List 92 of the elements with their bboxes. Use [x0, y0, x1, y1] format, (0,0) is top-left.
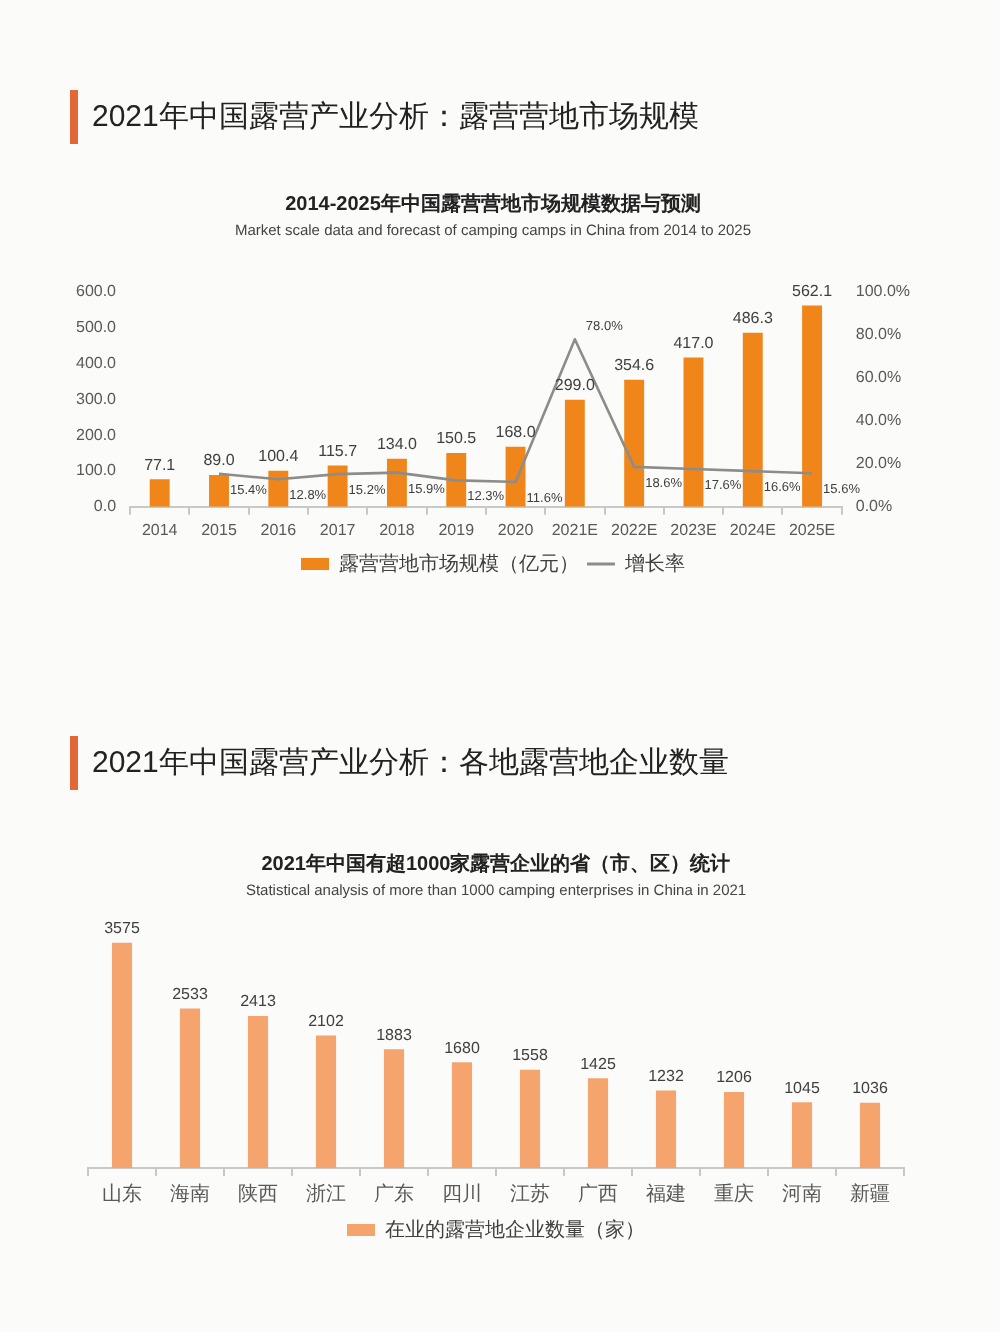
x-tick-label: 陕西 — [238, 1181, 278, 1206]
x-tick-label: 重庆 — [714, 1181, 754, 1206]
x-tick-label: 四川 — [442, 1181, 482, 1206]
data-label: 115.7 — [318, 441, 359, 460]
text: 2021年中国露营产业分析：露营营地市场规模 — [92, 98, 699, 136]
data-label: 1045 — [784, 1078, 821, 1097]
data-label: 100.4 — [258, 447, 300, 466]
bar — [723, 1092, 745, 1168]
y-tick-label: 600.0 — [75, 282, 118, 301]
data-label: 1883 — [376, 1025, 413, 1044]
y-tick-label: 200.0 — [75, 425, 118, 444]
bar — [327, 465, 348, 507]
y2-tick-label: 20.0% — [855, 454, 902, 473]
x-tick-label: 福建 — [646, 1181, 686, 1206]
y-tick-label: 100.0 — [75, 461, 118, 480]
y-tick-label: 500.0 — [75, 318, 118, 337]
data-label: 3575 — [104, 919, 141, 938]
bar — [446, 452, 467, 507]
x-tick-label: 2021E — [551, 520, 598, 539]
text: 2021年中国露营产业分析：各地露营地企业数量 — [92, 744, 729, 782]
bar — [383, 1049, 405, 1168]
data-label: 134.0 — [376, 435, 419, 454]
data-label: 1232 — [648, 1066, 685, 1085]
legend-label: 在业的露营地企业数量（家） — [385, 1217, 645, 1242]
y-tick-label: 300.0 — [75, 389, 118, 408]
bar — [683, 357, 704, 507]
data-label: 1036 — [852, 1079, 889, 1098]
bar — [149, 479, 170, 507]
y-tick-label: 0.0 — [93, 497, 118, 516]
data-label: 299.0 — [554, 376, 596, 395]
bar — [519, 1069, 541, 1168]
data-label: 150.5 — [436, 429, 478, 448]
bar — [624, 379, 645, 507]
data-label: 2102 — [308, 1011, 345, 1030]
bar — [247, 1015, 269, 1168]
bar — [179, 1008, 201, 1168]
bar — [111, 942, 133, 1168]
y-tick-label: 400.0 — [75, 354, 118, 373]
data-label: 1558 — [512, 1046, 549, 1065]
bar — [505, 446, 526, 507]
x-tick-label: 2015 — [201, 520, 238, 539]
data-label: 89.0 — [203, 451, 236, 470]
bar — [386, 458, 407, 507]
bar — [802, 305, 823, 507]
x-tick-label: 2020 — [497, 520, 535, 539]
data-label: 486.3 — [732, 309, 774, 328]
bar — [791, 1102, 813, 1168]
chart-title: 2014-2025年中国露营营地市场规模数据与预测 — [285, 191, 701, 216]
bar — [655, 1090, 677, 1168]
bar — [315, 1035, 337, 1168]
x-tick-label: 2017 — [319, 520, 357, 539]
x-tick-label: 2025E — [788, 520, 836, 539]
x-tick-label: 海南 — [170, 1181, 210, 1206]
y2-tick-label: 80.0% — [855, 325, 902, 344]
x-tick-label: 浙江 — [306, 1181, 346, 1206]
data-label: 2413 — [240, 992, 277, 1011]
x-tick-label: 2022E — [611, 520, 658, 539]
bar — [564, 399, 585, 507]
chart-title: 2021年中国有超1000家露营企业的省（市、区）统计 — [261, 851, 731, 876]
x-tick-label: 2023E — [670, 520, 717, 539]
x-tick-label: 江苏 — [510, 1181, 550, 1206]
data-label: 562.1 — [792, 281, 834, 300]
x-tick-label: 广西 — [578, 1181, 618, 1206]
legend-label: 露营营地市场规模（亿元） — [339, 551, 579, 576]
bar — [859, 1102, 881, 1168]
y2-tick-label: 60.0% — [855, 368, 902, 387]
x-tick-label: 2014 — [141, 520, 179, 539]
data-label: 168.0 — [495, 423, 537, 442]
data-label: 1425 — [580, 1054, 617, 1073]
y2-tick-label: 0.0% — [855, 497, 893, 516]
data-label: 417.0 — [673, 333, 715, 352]
data-label: 2533 — [172, 984, 209, 1003]
y2-tick-label: 40.0% — [855, 411, 902, 430]
x-tick-label: 2024E — [729, 520, 776, 539]
data-label: 354.6 — [614, 356, 656, 375]
bar — [209, 474, 229, 507]
bar — [587, 1078, 609, 1168]
data-label: 1206 — [716, 1068, 753, 1087]
x-tick-label: 河南 — [782, 1181, 822, 1206]
x-tick-label: 广东 — [374, 1181, 414, 1206]
data-label: 77.1 — [144, 455, 177, 474]
x-tick-label: 新疆 — [850, 1181, 890, 1206]
x-tick-label: 山东 — [102, 1181, 142, 1206]
legend-label: 增长率 — [623, 551, 685, 576]
bar — [268, 470, 289, 507]
x-tick-label: 2018 — [379, 520, 416, 539]
x-tick-label: 2016 — [260, 520, 298, 539]
bar — [451, 1062, 473, 1168]
data-label: 1680 — [444, 1038, 481, 1057]
x-tick-label: 2019 — [438, 520, 476, 539]
y2-tick-label: 100.0% — [855, 282, 911, 301]
bar — [742, 332, 763, 507]
